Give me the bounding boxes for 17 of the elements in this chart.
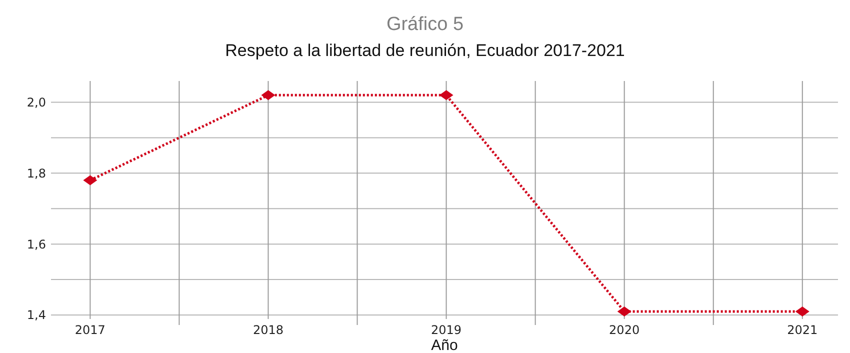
x-axis-title: Año (431, 337, 458, 353)
point (83, 175, 98, 186)
x-tick-label: 2018 (252, 323, 284, 337)
chart-subtitle: Respeto a la libertad de reunión, Ecuador 2017-2021 (225, 41, 625, 60)
y-tick-label: 1,4 (26, 308, 46, 322)
x-tick-label: 2017 (74, 323, 106, 337)
x-tick-label: 2020 (609, 323, 640, 337)
chart-title: Gráfico 5 (386, 14, 464, 35)
point (261, 90, 276, 100)
y-tick-label: 1,8 (26, 166, 46, 180)
point (439, 90, 454, 100)
y-tick-label: 1,6 (26, 237, 46, 252)
point (795, 306, 810, 316)
point (617, 306, 632, 316)
x-tick-label: 2021 (787, 323, 818, 337)
y-tick-label: 2,0 (26, 95, 46, 110)
x-tick-label: 2019 (431, 323, 462, 337)
